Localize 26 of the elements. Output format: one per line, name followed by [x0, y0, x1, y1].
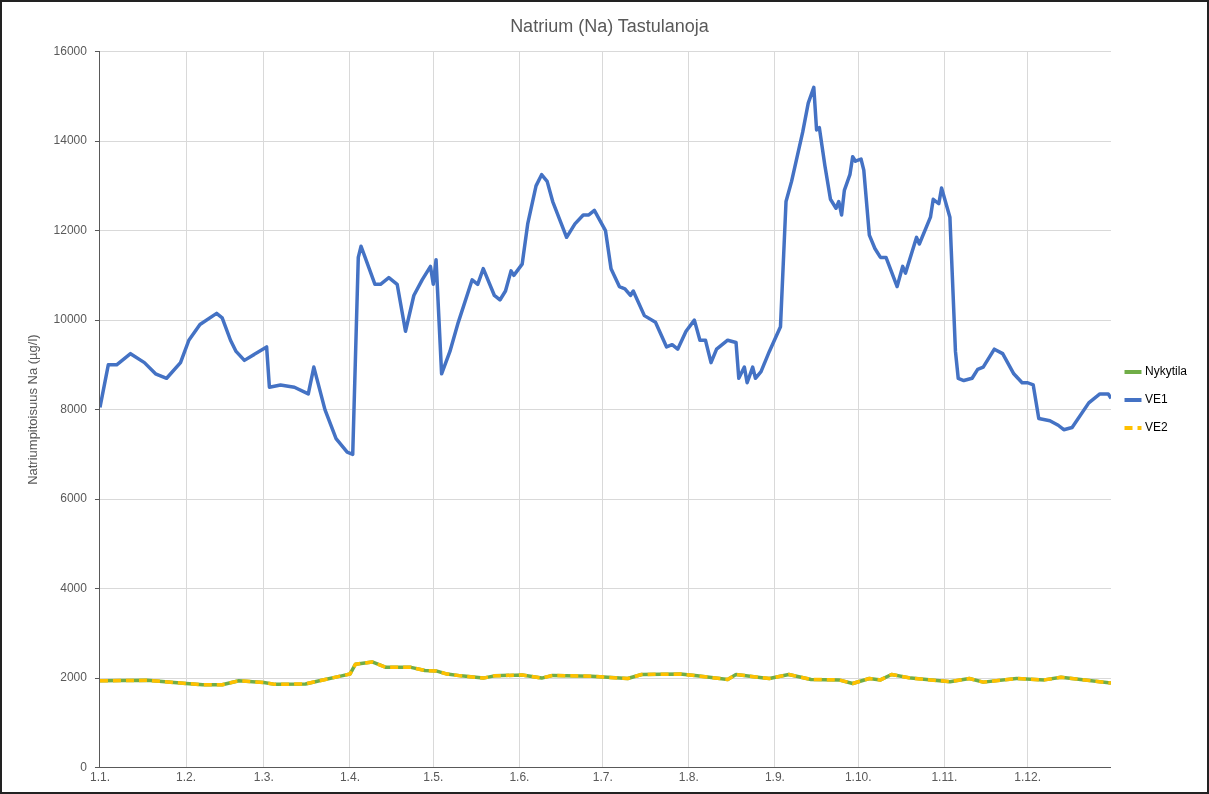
- chart-title: Natrium (Na) Tastulanoja: [510, 15, 710, 36]
- x-tick-label: 1.7.: [592, 770, 613, 785]
- y-tick-label: 16000: [53, 43, 88, 58]
- x-tick-label: 1.5.: [423, 770, 444, 785]
- x-tick-label: 1.1.: [89, 770, 110, 785]
- x-tick-label: 1.11.: [931, 770, 958, 785]
- y-tick-label: 14000: [53, 133, 88, 148]
- y-tick-label: 12000: [53, 222, 88, 237]
- x-tick-label: 1.6.: [509, 770, 530, 785]
- y-axis-title: Natriumpitoisuus Na (µg/l): [25, 334, 41, 485]
- legend-label: VE1: [1144, 392, 1168, 407]
- y-tick-label: 8000: [60, 401, 88, 416]
- y-tick-label: 6000: [60, 491, 88, 506]
- x-tick-label: 1.10.: [844, 770, 872, 785]
- x-tick-label: 1.4.: [339, 770, 360, 785]
- y-tick-label: 10000: [53, 312, 88, 327]
- x-tick-label: 1.8.: [678, 770, 699, 785]
- x-tick-label: 1.2.: [176, 770, 197, 785]
- y-tick-label: 0: [80, 759, 88, 774]
- y-tick-label: 4000: [60, 580, 88, 595]
- x-tick-label: 1.12.: [1014, 770, 1042, 785]
- x-tick-label: 1.3.: [253, 770, 274, 785]
- y-tick-label: 2000: [60, 670, 88, 685]
- legend-label: Nykytila: [1144, 364, 1188, 379]
- legend-label: VE2: [1144, 420, 1168, 435]
- x-tick-label: 1.9.: [764, 770, 785, 785]
